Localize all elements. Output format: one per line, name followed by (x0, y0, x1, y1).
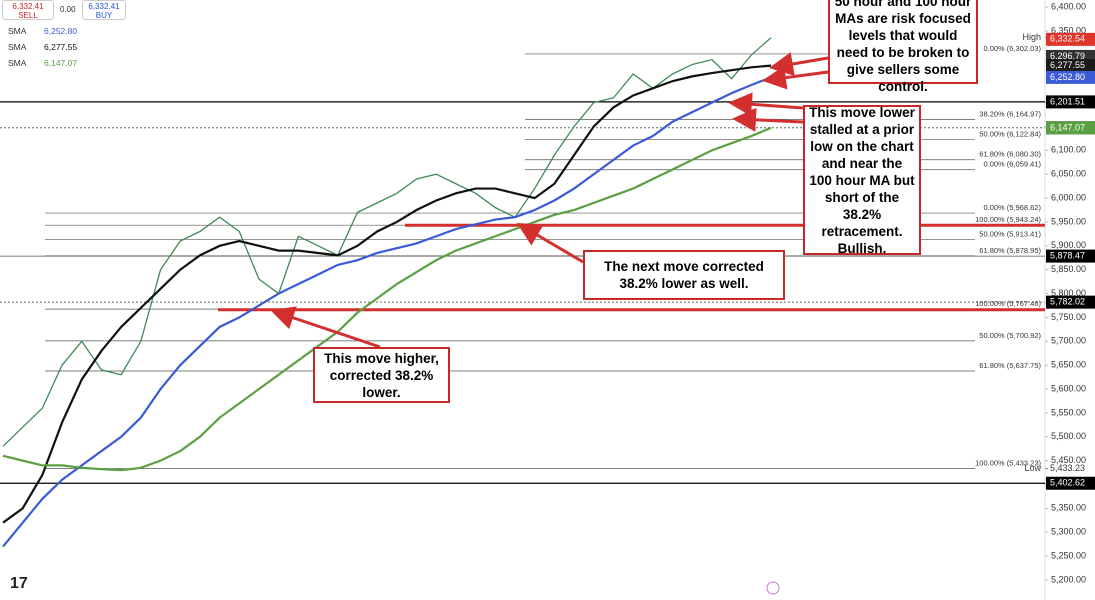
price-tag (1046, 476, 1095, 490)
y-tick-label: 6,350.00 (1051, 25, 1086, 35)
fib-label: 50.00% (5,700.92) (979, 331, 1041, 340)
sma-line (2, 126, 772, 472)
price-tag-label: 6,277.55 (1050, 60, 1085, 70)
price-line (2, 37, 772, 447)
y-tick-label: 5,450.00 (1051, 455, 1086, 465)
sell-label: SELL (18, 11, 38, 20)
y-tick-label: 5,700.00 (1051, 336, 1086, 346)
y-tick-label: 5,950.00 (1051, 216, 1086, 226)
y-tick-label: 5,850.00 (1051, 264, 1086, 274)
y-tick-label: 5,900.00 (1051, 240, 1086, 250)
price-tag-label: 5,878.47 (1050, 250, 1085, 260)
price-tag-label: 6,252.80 (1050, 72, 1085, 82)
y-tick-label: 6,050.00 (1051, 169, 1086, 179)
event-icon (766, 581, 780, 595)
buy-button[interactable]: 6,332.41 BUY (82, 0, 126, 20)
spread: 0.00 (60, 5, 76, 14)
fib-label: 0.00% (6,059.41) (983, 160, 1041, 169)
y-tick-label: 5,800.00 (1051, 288, 1086, 298)
price-tag (1046, 295, 1095, 309)
annotation-box: This move higher, corrected 38.2% lower. (313, 347, 450, 403)
y-tick-label: 5,600.00 (1051, 383, 1086, 393)
legend-name: SMA (8, 42, 27, 52)
y-tick-label: 5,500.00 (1051, 431, 1086, 441)
fib-label: 50.00% (6,122.84) (979, 129, 1041, 138)
sell-button[interactable]: 6,332.41 SELL (2, 0, 54, 20)
price-tag-label: 6,332.54 (1050, 34, 1085, 44)
fib-label: 100.00% (5,943.24) (975, 215, 1041, 224)
fib-label: 0.00% (6,302.03) (983, 44, 1041, 53)
price-tag-label: 5,433.23 (1050, 463, 1085, 473)
price-tag-label: 5,782.02 (1050, 297, 1085, 307)
y-tick-label: 5,200.00 (1051, 574, 1086, 584)
annotation-box: This move lower stalled at a prior low o… (803, 105, 921, 256)
legend-name: SMA (8, 26, 27, 36)
sma-line (2, 76, 772, 548)
legend-value: 6,277.55 (44, 42, 78, 52)
fib-label: 100.00% (5,433.23) (975, 459, 1041, 468)
fib-label: 61.80% (6,080.30) (979, 150, 1041, 159)
fib-label: 38.20% (6,164.97) (979, 109, 1041, 118)
buy-label: BUY (95, 11, 113, 20)
price-tag (1046, 70, 1095, 84)
fib-label: 0.00% (5,968.62) (983, 203, 1041, 212)
y-tick-label: 5,550.00 (1051, 407, 1086, 417)
y-tick-label: 5,650.00 (1051, 360, 1086, 370)
price-tag-label: 6,201.51 (1050, 96, 1085, 106)
annotation-box: In the short term, the 50 hour and 100 h… (828, 0, 978, 94)
price-tag-note: High (1022, 32, 1041, 42)
sell-price: 6,332.41 (12, 2, 44, 11)
sma-line (2, 64, 772, 524)
y-tick-label: 5,750.00 (1051, 312, 1086, 322)
price-tag-note: Low (1024, 463, 1041, 473)
y-tick-label: 5,250.00 (1051, 550, 1086, 560)
annotation-box: The next move corrected 38.2% lower as w… (583, 250, 785, 300)
price-tag (1046, 32, 1095, 46)
price-tag-label: 5,402.62 (1050, 478, 1085, 488)
legend-value: 6,252.80 (44, 26, 78, 36)
y-tick-label: 5,300.00 (1051, 527, 1086, 537)
logo: 17 (10, 575, 28, 592)
y-tick-label: 6,100.00 (1051, 145, 1086, 155)
legend-name: SMA (8, 58, 27, 68)
y-tick-label: 6,400.00 (1051, 2, 1086, 12)
buy-price: 6,332.41 (88, 2, 120, 11)
fib-label: 61.80% (5,637.75) (979, 361, 1041, 370)
price-tag-label: 6,147.07 (1050, 122, 1085, 132)
y-tick-label: 6,000.00 (1051, 192, 1086, 202)
fib-label: 100.00% (5,767.46) (975, 299, 1041, 308)
price-tag (1046, 121, 1095, 135)
legend-value: 6,147.07 (44, 58, 78, 68)
price-tag-label: 6,296.79 (1050, 51, 1085, 61)
y-tick-label: 5,350.00 (1051, 503, 1086, 513)
price-tag (1046, 59, 1095, 73)
price-tag (1046, 95, 1095, 109)
price-tag (1046, 249, 1095, 263)
fib-label: 50.00% (5,913.41) (979, 229, 1041, 238)
fib-label: 61.80% (5,878.95) (979, 246, 1041, 255)
